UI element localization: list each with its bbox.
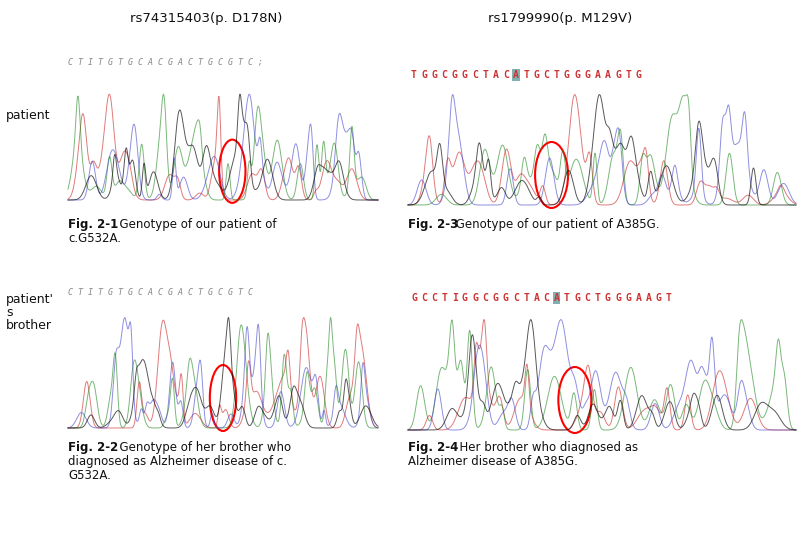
- Text: s: s: [6, 306, 13, 319]
- Text: C: C: [503, 70, 509, 80]
- Text: Her brother who diagnosed as: Her brother who diagnosed as: [452, 441, 638, 454]
- Text: rs74315403(p. D178N): rs74315403(p. D178N): [130, 12, 282, 25]
- Text: patient: patient: [6, 109, 50, 122]
- Text: G: G: [431, 70, 438, 80]
- Text: A: A: [554, 293, 560, 303]
- Text: brother: brother: [6, 319, 52, 332]
- Text: G: G: [656, 293, 662, 303]
- Text: G: G: [411, 293, 417, 303]
- Text: G532A.: G532A.: [68, 469, 111, 482]
- Text: Fig. 2-4: Fig. 2-4: [408, 441, 458, 454]
- Text: C: C: [482, 293, 488, 303]
- Text: T: T: [594, 293, 601, 303]
- Text: T: T: [564, 293, 570, 303]
- Text: A: A: [605, 70, 610, 80]
- Text: I: I: [452, 293, 458, 303]
- Text: G: G: [584, 70, 590, 80]
- Text: G: G: [615, 70, 621, 80]
- Text: A: A: [534, 293, 539, 303]
- Text: T: T: [523, 70, 529, 80]
- Text: rs1799990(p. M129V): rs1799990(p. M129V): [488, 12, 632, 25]
- Text: C: C: [513, 293, 519, 303]
- Text: Fig. 2-2: Fig. 2-2: [68, 441, 118, 454]
- Text: diagnosed as Alzheimer disease of c.: diagnosed as Alzheimer disease of c.: [68, 455, 287, 468]
- Text: C: C: [584, 293, 590, 303]
- Text: T: T: [626, 70, 631, 80]
- Text: C: C: [442, 70, 447, 80]
- Text: G: G: [462, 293, 468, 303]
- Text: A: A: [635, 293, 642, 303]
- Text: A: A: [646, 293, 651, 303]
- Text: G: G: [503, 293, 509, 303]
- Text: T: T: [554, 70, 560, 80]
- Text: G: G: [472, 293, 478, 303]
- Text: C: C: [544, 70, 550, 80]
- Text: T: T: [442, 293, 447, 303]
- Text: C T I T G T G C A C G A C T G C G T C ;: C T I T G T G C A C G A C T G C G T C ;: [68, 57, 263, 66]
- Text: patient': patient': [6, 293, 54, 306]
- Text: G: G: [615, 293, 621, 303]
- Text: G: G: [626, 293, 631, 303]
- Text: G: G: [574, 293, 580, 303]
- Text: A: A: [513, 70, 519, 80]
- Text: Fig. 2-1: Fig. 2-1: [68, 218, 118, 231]
- Text: G: G: [452, 70, 458, 80]
- Text: C: C: [472, 70, 478, 80]
- Text: G: G: [564, 70, 570, 80]
- Text: G: G: [635, 70, 642, 80]
- Text: Genotype of our patient of: Genotype of our patient of: [112, 218, 277, 231]
- Text: C T I T G T G C A C G A C T G C G T C: C T I T G T G C A C G A C T G C G T C: [68, 288, 253, 297]
- Text: C: C: [544, 293, 550, 303]
- Text: G: G: [534, 70, 539, 80]
- Text: Alzheimer disease of A385G.: Alzheimer disease of A385G.: [408, 455, 578, 468]
- Text: G: G: [462, 70, 468, 80]
- Text: T: T: [411, 70, 417, 80]
- Text: G: G: [493, 293, 498, 303]
- Text: C: C: [431, 293, 438, 303]
- Text: T: T: [666, 293, 672, 303]
- Text: G: G: [421, 70, 427, 80]
- Text: C: C: [421, 293, 427, 303]
- Text: T: T: [482, 70, 488, 80]
- Text: c.G532A.: c.G532A.: [68, 232, 121, 245]
- Text: G: G: [605, 293, 610, 303]
- Text: Genotype of our patient of A385G.: Genotype of our patient of A385G.: [452, 218, 659, 231]
- Text: A: A: [594, 70, 601, 80]
- Text: A: A: [493, 70, 498, 80]
- Text: G: G: [574, 70, 580, 80]
- Text: T: T: [523, 293, 529, 303]
- Text: Genotype of her brother who: Genotype of her brother who: [112, 441, 291, 454]
- Text: Fig. 2-3: Fig. 2-3: [408, 218, 458, 231]
